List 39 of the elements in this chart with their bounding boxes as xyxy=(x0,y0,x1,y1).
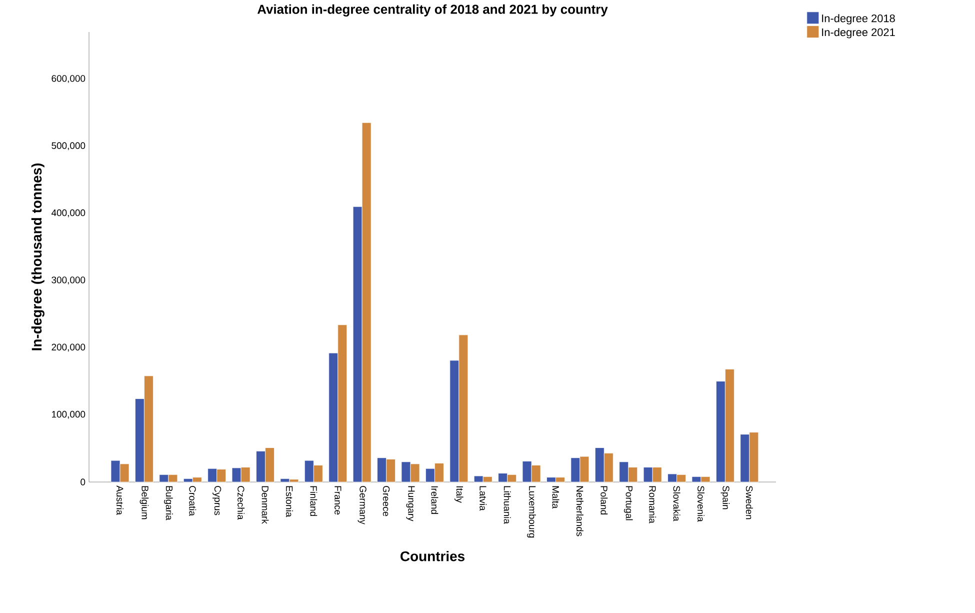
x-axis-title: Countries xyxy=(400,550,464,562)
x-tick-label: Estonia xyxy=(286,486,293,518)
x-tick-label: Spain xyxy=(720,486,730,510)
x-tick-label: Austria xyxy=(116,486,124,515)
x-tick-label: Germany xyxy=(358,486,366,524)
x-tick-label: Luxembourg xyxy=(527,486,536,538)
y-tick-label: 300,000 xyxy=(52,276,86,284)
x-tick-label: Malta xyxy=(552,486,560,509)
x-tick-label: Latvia xyxy=(480,486,487,511)
legend-label: In-degree 2018 xyxy=(822,14,895,24)
x-tick-label: Sweden xyxy=(746,486,753,520)
x-tick-label: Netherlands xyxy=(576,486,584,536)
x-tick-label: Lithuania xyxy=(504,486,511,524)
y-axis-title: In-degree (thousand tonnes) xyxy=(31,164,44,350)
x-tick-label: Poland xyxy=(600,486,608,514)
x-tick-label: Slovenia xyxy=(698,486,704,522)
x-tick-label: Slovakia xyxy=(673,486,680,522)
y-tick-label: 200,000 xyxy=(52,344,86,352)
x-tick-label: Portugal xyxy=(624,486,633,520)
y-tick-label: 0 xyxy=(80,478,86,486)
x-tick-label: Bulgaria xyxy=(164,486,173,520)
x-tick-label: Greece xyxy=(382,486,390,516)
x-tick-label: Denmark xyxy=(262,486,269,524)
x-tick-label: Italy xyxy=(454,486,464,503)
x-tick-label: Romania xyxy=(649,486,656,524)
x-tick-label: Czechia xyxy=(238,486,245,520)
x-tick-label: Croatia xyxy=(189,486,196,516)
x-tick-label: Cyprus xyxy=(212,486,222,516)
y-tick-label: 100,000 xyxy=(52,410,86,419)
chart-title: Aviation in-degree centrality of 2018 and 2021 by country xyxy=(257,4,608,17)
y-tick-label: 600,000 xyxy=(52,75,86,83)
x-tick-label: Finland xyxy=(310,486,318,516)
x-tick-label: Belgium xyxy=(140,486,149,520)
legend-label: In-degree 2021 xyxy=(822,28,895,38)
x-tick-label: Hungary xyxy=(406,486,415,522)
x-tick-label: Ireland xyxy=(431,486,438,514)
y-tick-label: 400,000 xyxy=(52,209,86,218)
x-tick-label: France xyxy=(334,486,342,515)
y-tick-label: 500,000 xyxy=(52,142,86,150)
